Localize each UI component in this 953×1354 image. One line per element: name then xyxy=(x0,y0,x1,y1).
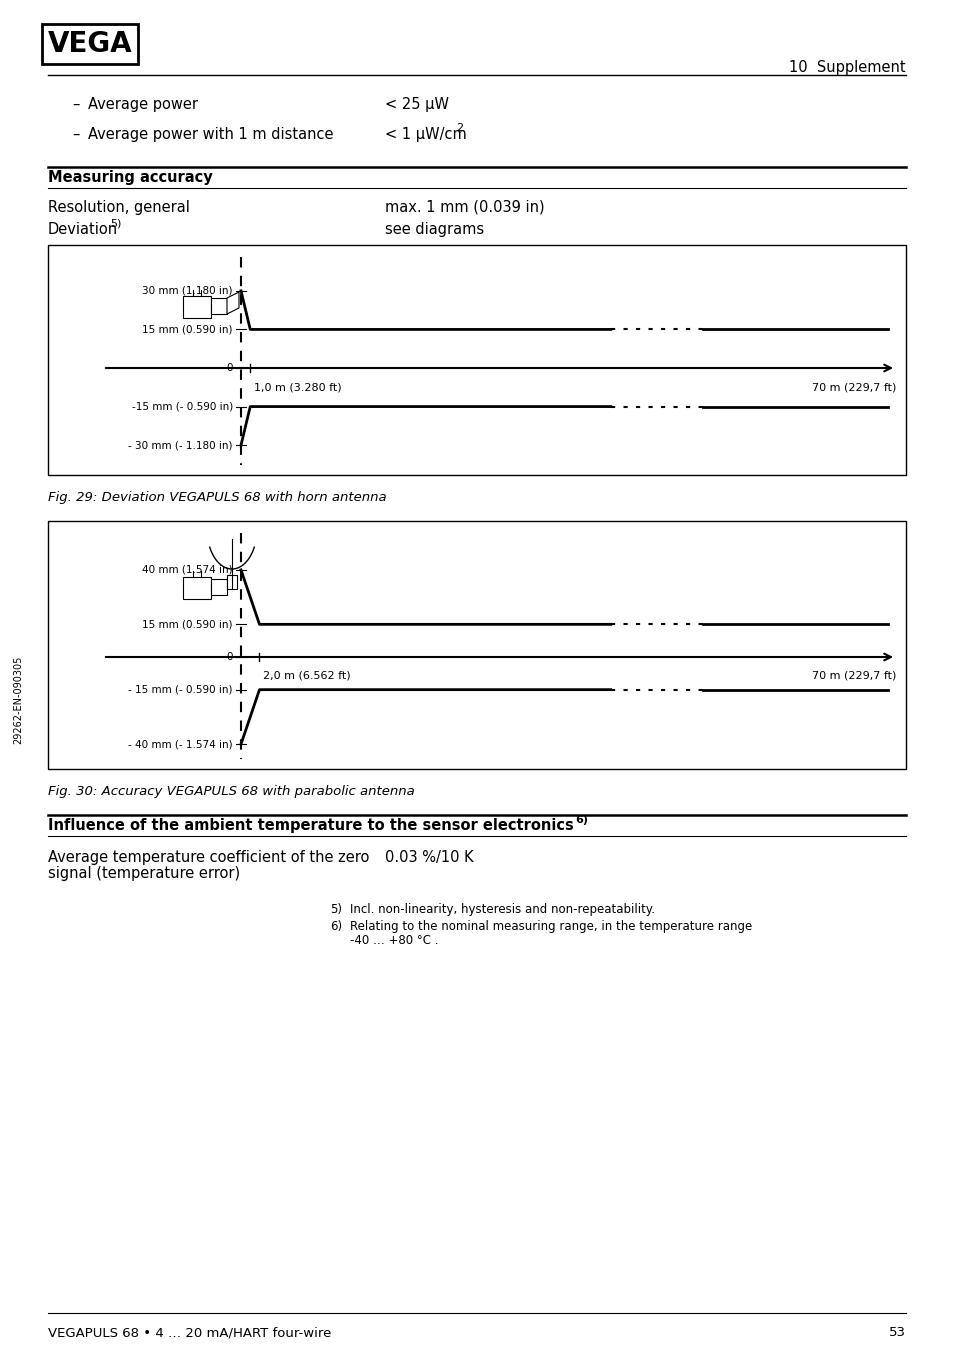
Text: –: – xyxy=(71,127,79,142)
Text: 70 m (229,7 ft): 70 m (229,7 ft) xyxy=(811,382,895,393)
Text: signal (temperature error): signal (temperature error) xyxy=(48,867,240,881)
Text: VEGA: VEGA xyxy=(48,30,132,58)
Text: Relating to the nominal measuring range, in the temperature range: Relating to the nominal measuring range,… xyxy=(350,919,752,933)
Text: 6): 6) xyxy=(575,815,587,825)
Text: Deviation: Deviation xyxy=(48,222,118,237)
Text: - 15 mm (- 0.590 in): - 15 mm (- 0.590 in) xyxy=(129,685,233,695)
Bar xyxy=(48,245,905,475)
Text: Incl. non-linearity, hysteresis and non-repeatability.: Incl. non-linearity, hysteresis and non-… xyxy=(350,903,655,917)
Text: 1,0 m (3.280 ft): 1,0 m (3.280 ft) xyxy=(254,382,341,393)
Text: –: – xyxy=(71,97,79,112)
Text: 0: 0 xyxy=(226,653,233,662)
Polygon shape xyxy=(227,292,239,314)
Text: 2,0 m (6.562 ft): 2,0 m (6.562 ft) xyxy=(263,672,351,681)
Text: < 1 μW/cm: < 1 μW/cm xyxy=(385,127,466,142)
Bar xyxy=(48,521,905,769)
Text: 70 m (229,7 ft): 70 m (229,7 ft) xyxy=(811,672,895,681)
Text: VEGAPULS 68 • 4 … 20 mA/HART four-wire: VEGAPULS 68 • 4 … 20 mA/HART four-wire xyxy=(48,1326,331,1339)
Text: 2: 2 xyxy=(456,123,462,133)
Text: 6): 6) xyxy=(330,919,342,933)
Text: 15 mm (0.590 in): 15 mm (0.590 in) xyxy=(142,619,233,630)
Text: 53: 53 xyxy=(888,1326,905,1339)
Bar xyxy=(211,580,227,594)
Text: Fig. 29: Deviation VEGAPULS 68 with horn antenna: Fig. 29: Deviation VEGAPULS 68 with horn… xyxy=(48,492,386,504)
Text: -15 mm (- 0.590 in): -15 mm (- 0.590 in) xyxy=(132,402,233,412)
Text: 40 mm (1.574 in): 40 mm (1.574 in) xyxy=(142,565,233,575)
Text: 5): 5) xyxy=(330,903,341,917)
Text: Fig. 30: Accuracy VEGAPULS 68 with parabolic antenna: Fig. 30: Accuracy VEGAPULS 68 with parab… xyxy=(48,785,415,798)
Text: Influence of the ambient temperature to the sensor electronics: Influence of the ambient temperature to … xyxy=(48,818,573,833)
Bar xyxy=(183,577,211,598)
Text: 30 mm (1.180 in): 30 mm (1.180 in) xyxy=(142,286,233,297)
Text: 0: 0 xyxy=(226,363,233,372)
Text: Measuring accuracy: Measuring accuracy xyxy=(48,171,213,185)
Text: Average power: Average power xyxy=(88,97,198,112)
Text: 0.03 %/10 K: 0.03 %/10 K xyxy=(385,850,473,865)
Text: - 40 mm (- 1.574 in): - 40 mm (- 1.574 in) xyxy=(129,739,233,749)
Text: Average power with 1 m distance: Average power with 1 m distance xyxy=(88,127,334,142)
Text: max. 1 mm (0.039 in): max. 1 mm (0.039 in) xyxy=(385,200,544,215)
Text: Average temperature coefficient of the zero: Average temperature coefficient of the z… xyxy=(48,850,369,865)
Text: < 25 μW: < 25 μW xyxy=(385,97,449,112)
Text: - 30 mm (- 1.180 in): - 30 mm (- 1.180 in) xyxy=(129,440,233,450)
Text: -40 … +80 °C .: -40 … +80 °C . xyxy=(350,934,438,946)
Text: 29262-EN-090305: 29262-EN-090305 xyxy=(13,655,23,745)
Text: Resolution, general: Resolution, general xyxy=(48,200,190,215)
Bar xyxy=(227,575,236,589)
Text: 5): 5) xyxy=(110,219,121,229)
Text: see diagrams: see diagrams xyxy=(385,222,483,237)
Text: 10  Supplement: 10 Supplement xyxy=(788,60,905,74)
Bar xyxy=(183,297,211,318)
Text: 15 mm (0.590 in): 15 mm (0.590 in) xyxy=(142,325,233,334)
Bar xyxy=(211,298,227,314)
